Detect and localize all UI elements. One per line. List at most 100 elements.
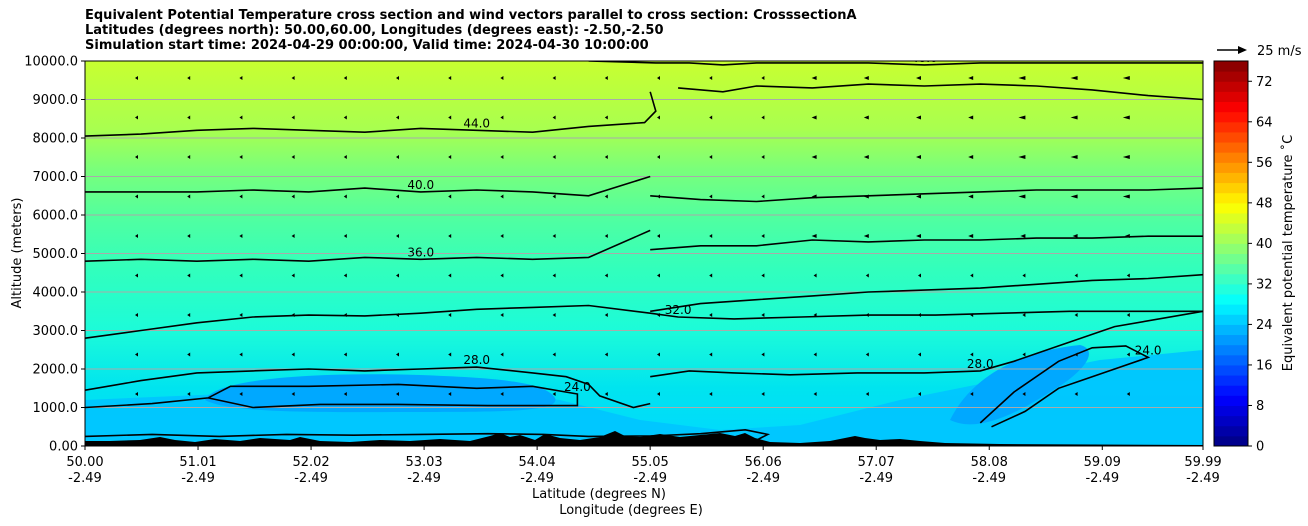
colorbar-segment <box>1214 182 1248 194</box>
wind-vector <box>970 313 974 317</box>
wind-vector <box>1072 234 1078 238</box>
wind-vector <box>552 392 556 396</box>
wind-vector <box>657 194 660 199</box>
contour-label: 44.0 <box>463 116 490 130</box>
wind-vector <box>291 273 295 278</box>
wind-vector <box>1074 392 1078 396</box>
y-tick-label: 9000.0 <box>33 93 79 108</box>
colorbar-tick-label: 64 <box>1256 115 1273 130</box>
x-tick-label-lat: 59.99 <box>1184 455 1221 470</box>
wind-vector <box>761 313 765 317</box>
wind-vector <box>343 115 347 120</box>
wind-vector <box>500 352 504 357</box>
wind-vector <box>709 352 713 357</box>
colorbar-segment <box>1214 233 1248 244</box>
y-tick-label: 0.00 <box>49 440 78 455</box>
wind-vector <box>918 352 921 357</box>
wind-vector <box>709 273 713 278</box>
x-axis-label-longitude: Longitude (degrees E) <box>559 503 703 518</box>
x-tick-label-lat: 54.04 <box>519 455 556 470</box>
wind-vector <box>396 313 399 317</box>
wind-vector <box>448 273 452 278</box>
y-axis: 0.00 1000.0 2000.0 3000.0 4000.0 5000.0 6000.0… <box>24 55 85 455</box>
wind-vector <box>343 234 347 238</box>
wind-vector <box>187 155 191 159</box>
wind-vector <box>813 352 817 357</box>
x-tick-label-lon: -2.49 <box>746 471 780 486</box>
colorbar-segment <box>1214 253 1248 265</box>
x-tick-label-lon: -2.49 <box>407 471 441 486</box>
wind-vector <box>1022 273 1026 278</box>
wind-vector <box>709 313 713 317</box>
wind-vector <box>863 115 869 120</box>
wind-vector <box>761 155 765 159</box>
colorbar-segment <box>1214 283 1248 295</box>
wind-vector <box>1122 115 1130 120</box>
wind-vector <box>604 234 608 238</box>
wind-vector <box>187 273 191 278</box>
wind-vector <box>552 76 556 80</box>
contour-24 <box>85 383 579 409</box>
colorbar-segment <box>1214 81 1248 92</box>
x-axis-label-latitude: Latitude (degrees N) <box>532 487 666 502</box>
wind-vector <box>187 234 191 238</box>
wind-vector <box>135 194 138 199</box>
contour-32 <box>85 304 1203 339</box>
wind-vector <box>239 194 243 199</box>
wind-vector <box>343 313 347 317</box>
colorbar-segment <box>1214 152 1248 163</box>
wind-vector <box>396 234 399 238</box>
colorbar-tick-label: 40 <box>1256 237 1273 252</box>
colorbar-segment <box>1214 243 1248 254</box>
colorbar-segment <box>1214 101 1248 113</box>
colorbar-segment <box>1214 385 1248 396</box>
colorbar-segment <box>1214 324 1248 336</box>
wind-vector <box>343 194 347 199</box>
contour-label: 48.0 <box>911 51 938 65</box>
x-tick-label-lon: -2.49 <box>520 471 554 486</box>
x-tick-label-lat: 56.06 <box>745 455 782 470</box>
wind-vector <box>657 392 660 396</box>
wind-vector <box>396 392 399 396</box>
x-tick-label-lon: -2.49 <box>294 471 328 486</box>
y-tick-label: 7000.0 <box>33 170 79 185</box>
contour-36 <box>650 235 1203 251</box>
colorbar-segment <box>1214 405 1248 417</box>
y-tick-label: 5000.0 <box>33 247 79 262</box>
colorbar-segment <box>1214 263 1248 275</box>
contour-48 <box>588 61 1203 66</box>
contour-40 <box>85 175 651 197</box>
y-tick-label: 8000.0 <box>33 132 79 147</box>
x-tick-label-lon: -2.49 <box>68 471 102 486</box>
x-tick-label-lat: 51.01 <box>179 455 216 470</box>
wind-vector <box>1126 313 1130 317</box>
wind-vector <box>1126 273 1130 278</box>
wind-vector <box>500 76 504 80</box>
wind-vector <box>657 155 660 159</box>
wind-vector <box>500 392 504 396</box>
wind-vector <box>709 194 713 199</box>
wind-key-arrowhead <box>1238 46 1247 54</box>
y-tick-label: 1000.0 <box>33 401 79 416</box>
y-tick-label: 6000.0 <box>33 209 79 224</box>
wind-vector <box>291 313 295 317</box>
colorbar-segment <box>1214 131 1248 143</box>
x-tick-label-lat: 58.08 <box>971 455 1008 470</box>
wind-vector <box>811 155 817 159</box>
wind-vector <box>604 155 608 159</box>
terrain <box>85 431 1203 446</box>
wind-vector <box>918 313 921 317</box>
colorbar-tick-label: 0 <box>1256 440 1264 455</box>
colorbar-segment <box>1214 375 1248 386</box>
colorbar-tick-label: 24 <box>1256 318 1273 333</box>
wind-vector <box>343 76 347 80</box>
wind-vector <box>1122 194 1130 199</box>
wind-vector <box>135 313 138 317</box>
contour-28 <box>650 310 1203 378</box>
wind-vector <box>968 155 974 159</box>
wind-vector <box>187 352 191 357</box>
wind-vector <box>811 234 817 238</box>
colorbar-segment <box>1214 162 1248 173</box>
colorbar-segment <box>1214 142 1248 153</box>
wind-vector <box>1018 76 1026 80</box>
